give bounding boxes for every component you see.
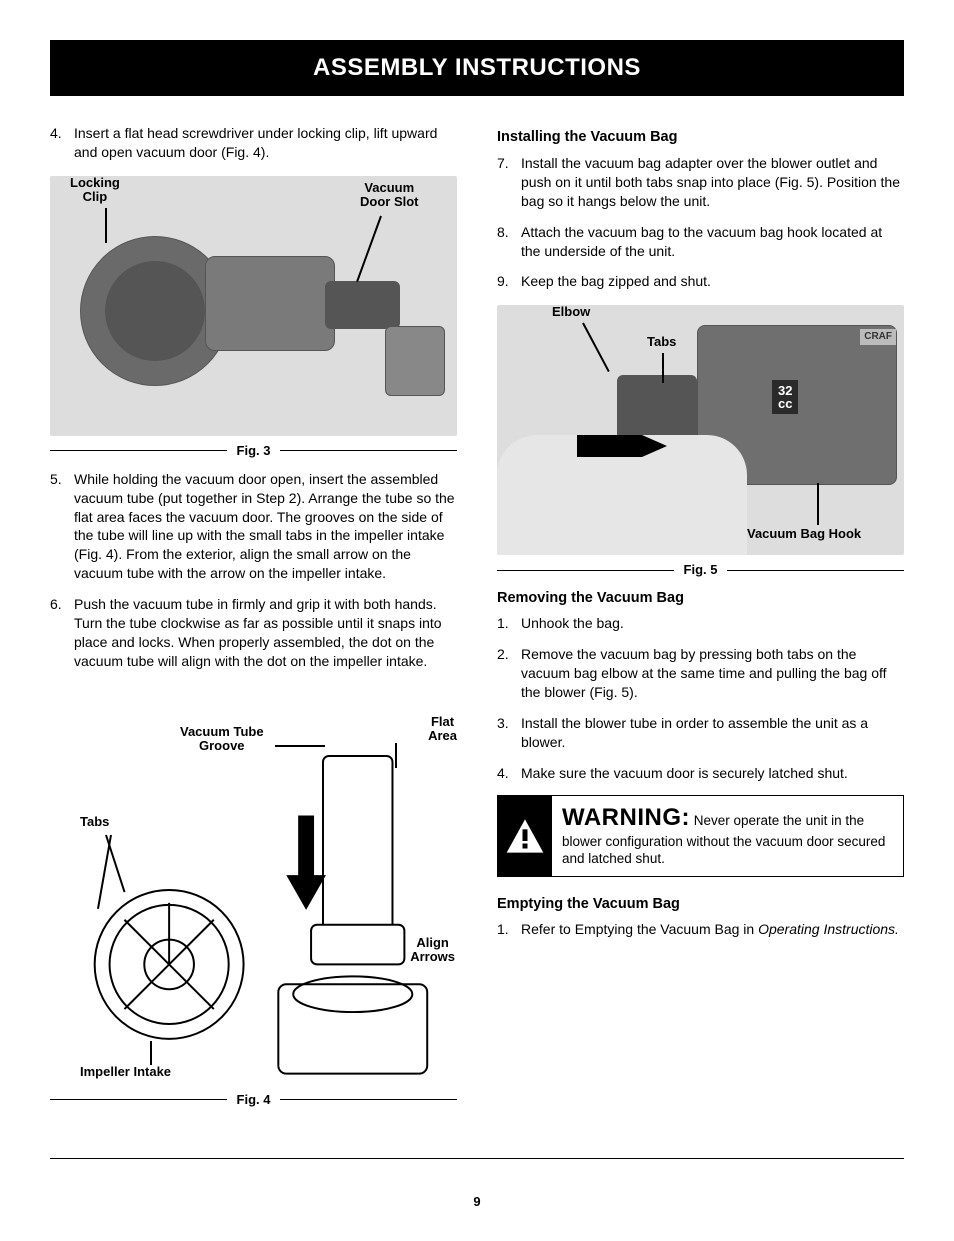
step-text-a: Refer to Emptying the Vacuum Bag in [521,921,758,937]
step-text-italic: Operating Instructions. [758,921,899,937]
step-number: 2. [497,645,521,702]
figure-3-caption: Fig. 3 [227,442,281,460]
content-columns: 4. Insert a flat head screwdriver under … [50,124,904,1118]
step-4: 4. Insert a flat head screwdriver under … [50,124,457,162]
step-text: Push the vacuum tube in firmly and grip … [74,595,457,671]
callout-flat-area: Flat Area [428,715,457,744]
callout-vacuum-tube-groove: Vacuum Tube Groove [180,725,264,754]
callout-vacuum-door-slot: Vacuum Door Slot [360,181,419,210]
left-steps-a: 4. Insert a flat head screwdriver under … [50,124,457,162]
callout-impeller-intake: Impeller Intake [80,1065,171,1079]
step-7: 7. Install the vacuum bag adapter over t… [497,154,904,211]
installing-heading: Installing the Vacuum Bag [497,128,904,148]
step-text: Attach the vacuum bag to the vacuum bag … [521,223,904,261]
remove-step-1: 1. Unhook the bag. [497,614,904,633]
warning-label: WARNING: [562,804,690,831]
brand-label: CRAF [860,329,896,345]
step-text: Make sure the vacuum door is securely la… [521,764,904,783]
figure-4-image: Vacuum Tube Groove Flat Area Tabs Align … [50,685,457,1085]
figure-4: Vacuum Tube Groove Flat Area Tabs Align … [50,685,457,1109]
figure-5-caption-row: Fig. 5 [497,561,904,579]
step-text: While holding the vacuum door open, inse… [74,470,457,583]
step-text: Unhook the bag. [521,614,904,633]
empty-step-1: 1. Refer to Emptying the Vacuum Bag in O… [497,920,904,939]
step-number: 1. [497,920,521,939]
callout-elbow: Elbow [552,305,590,319]
step-number: 4. [497,764,521,783]
step-text: Insert a flat head screwdriver under loc… [74,124,457,162]
figure-3: Locking Clip Vacuum Door Slot Fig. 3 [50,176,457,460]
left-steps-b: 5. While holding the vacuum door open, i… [50,470,457,671]
step-number: 4. [50,124,74,162]
figure-5: CRAF 32 cc Elbow Tabs Vacuum Bag Hook Fi… [497,305,904,579]
figure-3-image: Locking Clip Vacuum Door Slot [50,176,457,436]
step-8: 8. Attach the vacuum bag to the vacuum b… [497,223,904,261]
right-column: Installing the Vacuum Bag 7. Install the… [497,124,904,1118]
page-number: 9 [50,1193,904,1211]
callout-align-arrows: Align Arrows [408,935,457,966]
figure-3-caption-row: Fig. 3 [50,442,457,460]
remove-step-4: 4. Make sure the vacuum door is securely… [497,764,904,783]
step-text: Install the vacuum bag adapter over the … [521,154,904,211]
step-9: 9. Keep the bag zipped and shut. [497,272,904,291]
callout-vacuum-bag-hook: Vacuum Bag Hook [747,527,861,541]
removing-steps: 1. Unhook the bag. 2. Remove the vacuum … [497,614,904,782]
emptying-heading: Emptying the Vacuum Bag [497,895,904,915]
left-column: 4. Insert a flat head screwdriver under … [50,124,457,1118]
step-number: 9. [497,272,521,291]
step-5: 5. While holding the vacuum door open, i… [50,470,457,583]
remove-step-3: 3. Install the blower tube in order to a… [497,714,904,752]
callout-locking-clip: Locking Clip [70,176,120,205]
warning-text: WARNING: Never operate the unit in the b… [552,796,903,876]
figure-5-caption: Fig. 5 [674,561,728,579]
page-footer-rule: 9 [50,1158,904,1211]
figure-4-caption: Fig. 4 [227,1091,281,1109]
removing-heading: Removing the Vacuum Bag [497,589,904,609]
installing-steps: 7. Install the vacuum bag adapter over t… [497,154,904,291]
warning-box: WARNING: Never operate the unit in the b… [497,795,904,877]
callout-tabs: Tabs [80,815,109,829]
step-number: 6. [50,595,74,671]
figure-5-image: CRAF 32 cc Elbow Tabs Vacuum Bag Hook [497,305,904,555]
step-number: 8. [497,223,521,261]
step-number: 3. [497,714,521,752]
step-number: 7. [497,154,521,211]
step-number: 5. [50,470,74,583]
callout-tabs-fig5: Tabs [647,335,676,349]
page-header: ASSEMBLY INSTRUCTIONS [50,40,904,96]
step-text: Keep the bag zipped and shut. [521,272,904,291]
step-text: Refer to Emptying the Vacuum Bag in Oper… [521,920,904,939]
step-text: Install the blower tube in order to asse… [521,714,904,752]
engine-cc-label: 32 cc [772,380,798,414]
warning-icon [498,796,552,876]
step-6: 6. Push the vacuum tube in firmly and gr… [50,595,457,671]
remove-step-2: 2. Remove the vacuum bag by pressing bot… [497,645,904,702]
step-text: Remove the vacuum bag by pressing both t… [521,645,904,702]
figure-4-caption-row: Fig. 4 [50,1091,457,1109]
step-number: 1. [497,614,521,633]
emptying-steps: 1. Refer to Emptying the Vacuum Bag in O… [497,920,904,939]
